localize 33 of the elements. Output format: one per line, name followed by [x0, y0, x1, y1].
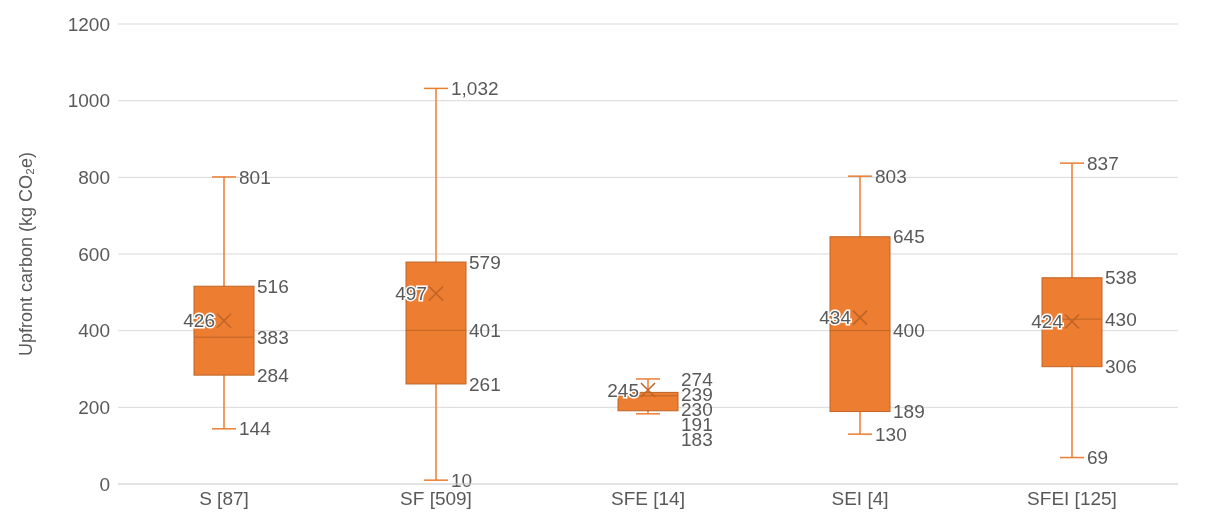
annotation: 579 — [469, 251, 501, 273]
annotation: 645 — [893, 226, 925, 248]
x-tick-label: SFEI [125] — [1027, 488, 1117, 510]
annotation: 144 — [239, 418, 272, 440]
annotation: 516 — [257, 275, 289, 297]
annotation: 130 — [875, 423, 907, 445]
y-tick-label: 0 — [99, 473, 110, 495]
annotation: 10 — [451, 469, 473, 491]
annotation: 401 — [469, 319, 501, 341]
annotation: 801 — [239, 166, 271, 188]
annotation: 261 — [469, 373, 501, 395]
annotation: 837 — [1087, 152, 1119, 174]
y-tick-label: 200 — [78, 397, 110, 419]
annotation: 1,032 — [451, 78, 499, 100]
annotation: 306 — [1105, 356, 1137, 378]
y-tick-label: 800 — [78, 167, 110, 189]
annotation: 400 — [893, 320, 925, 342]
y-tick-label: 400 — [78, 320, 110, 342]
y-tick-label: 1000 — [67, 90, 110, 112]
annotation: 538 — [1105, 267, 1137, 289]
x-tick-label: SFE [14] — [611, 488, 685, 510]
x-tick-label: SEI [4] — [831, 488, 889, 510]
annotation: 284 — [257, 364, 290, 386]
annotation: 383 — [257, 326, 289, 348]
annotation: 430 — [1105, 308, 1137, 330]
y-tick-label: 600 — [78, 243, 110, 265]
x-tick-label: SF [509] — [400, 488, 472, 510]
y-tick-label: 1200 — [67, 13, 110, 35]
x-tick-label: S [87] — [199, 488, 249, 510]
y-axis-title: Upfront carbon (kg CO₂e) — [16, 151, 36, 357]
annotation: 69 — [1087, 447, 1109, 469]
annotation: 803 — [875, 165, 907, 187]
annotation: 189 — [893, 401, 925, 423]
